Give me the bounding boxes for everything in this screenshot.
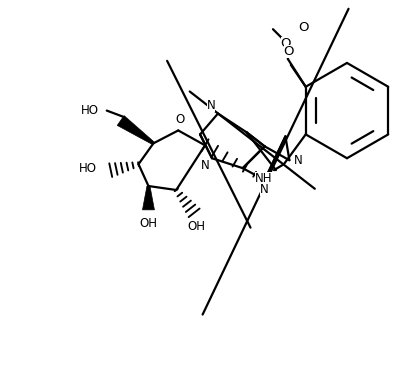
Text: O: O (298, 21, 309, 34)
Polygon shape (117, 116, 154, 144)
Text: O: O (284, 45, 294, 57)
Text: N: N (294, 154, 303, 167)
Text: OH: OH (187, 220, 205, 233)
Text: NH: NH (255, 172, 273, 184)
Text: N: N (260, 183, 269, 197)
Polygon shape (142, 186, 155, 210)
Text: O: O (176, 113, 185, 126)
Text: N: N (201, 159, 210, 172)
Text: HO: HO (81, 104, 99, 117)
Text: N: N (207, 99, 215, 112)
Text: HO: HO (79, 162, 97, 175)
Text: OH: OH (140, 217, 158, 230)
Text: O: O (281, 37, 291, 50)
